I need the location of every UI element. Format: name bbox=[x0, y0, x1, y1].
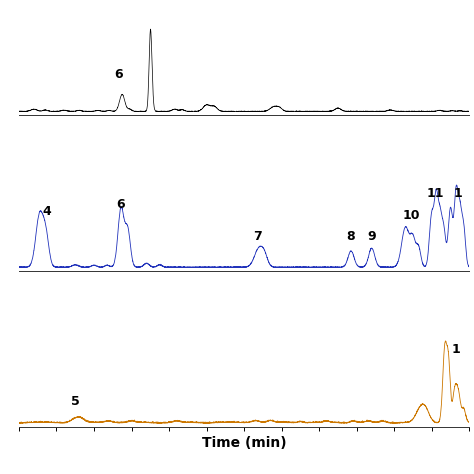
Text: 8: 8 bbox=[347, 230, 356, 243]
X-axis label: Time (min): Time (min) bbox=[202, 437, 286, 450]
Text: 1: 1 bbox=[452, 343, 461, 356]
Text: 1: 1 bbox=[454, 187, 462, 200]
Text: 4: 4 bbox=[43, 205, 52, 218]
Text: 7: 7 bbox=[253, 230, 262, 243]
Text: 11: 11 bbox=[427, 187, 444, 200]
Text: 9: 9 bbox=[367, 230, 376, 243]
Text: 6: 6 bbox=[116, 198, 125, 211]
Text: 10: 10 bbox=[402, 209, 420, 222]
Text: 6: 6 bbox=[114, 68, 123, 81]
Text: 5: 5 bbox=[71, 395, 80, 409]
